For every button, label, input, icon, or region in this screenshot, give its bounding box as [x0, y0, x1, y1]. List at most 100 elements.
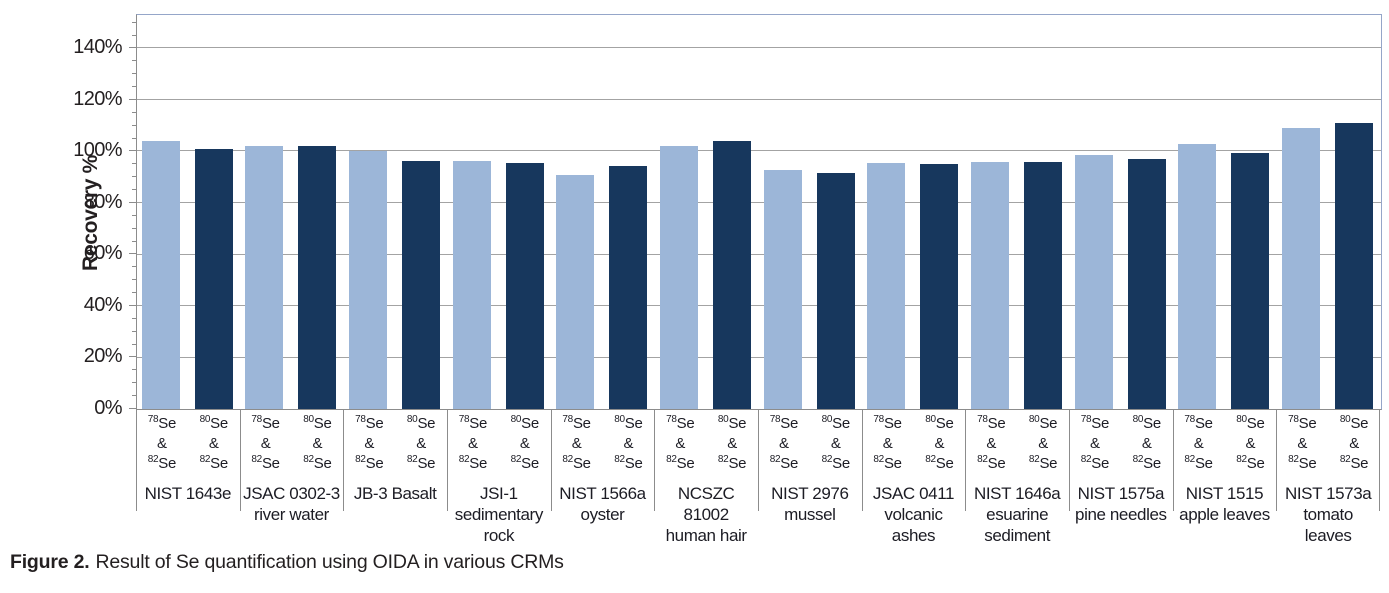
category-group: 78Se & 82Se 80Se & 82Se NIST 1643e	[136, 409, 240, 569]
bar-80se-82se	[505, 163, 544, 409]
y-minor-tick	[132, 266, 136, 268]
category-name-line: NIST 1643e	[144, 484, 232, 503]
category-name: NIST 1643e	[128, 483, 248, 504]
isotope-superscript: 82	[1028, 454, 1040, 465]
isotope-superscript: 78	[355, 414, 366, 425]
isotope-superscript: 80	[821, 414, 833, 425]
category-divider	[1379, 409, 1380, 511]
isotope-label-80se-82se: 80Se & 82Se	[810, 414, 862, 474]
isotope-line-bottom: 82Se	[251, 454, 280, 473]
plot-area	[136, 14, 1382, 410]
isotope-label-78se-82se: 78Se & 82Se	[654, 414, 706, 474]
bar-78se-82se	[867, 163, 906, 409]
category-divider	[861, 409, 863, 511]
isotope-label-80se-82se: 80Se & 82Se	[1224, 414, 1276, 474]
isotope-line-bottom: 82Se	[1080, 454, 1110, 473]
isotope-line-bottom: 82Se	[925, 454, 954, 473]
y-minor-tick	[132, 279, 136, 281]
isotope-superscript: 78	[1080, 414, 1092, 425]
category-group: 78Se & 82Se 80Se & 82Se NIST 1646a esuarine sedi…	[965, 409, 1069, 569]
bar-78se-82se	[1074, 155, 1113, 409]
gridline-80%	[137, 202, 1381, 203]
isotope-superscript: 78	[873, 414, 884, 425]
isotope-superscript: 82	[510, 454, 522, 465]
isotope-label-80se-82se: 80Se & 82Se	[1017, 414, 1069, 474]
bar-78se-82se	[1281, 128, 1320, 409]
isotope-line-bottom: 82Se	[666, 454, 695, 473]
isotope-joiner: &	[468, 435, 478, 452]
y-minor-tick	[132, 292, 136, 294]
gridline-100%	[137, 150, 1381, 152]
bar-80se-82se	[298, 146, 337, 409]
bar-78se-82se	[245, 146, 284, 409]
isotope-superscript: 82	[821, 454, 833, 465]
bar-80se-82se	[609, 165, 648, 409]
isotope-line-bottom: 82Se	[303, 454, 332, 473]
y-major-tick	[129, 356, 136, 358]
y-tick-label: 140%	[73, 36, 122, 59]
isotope-line-top: 78Se	[458, 414, 488, 433]
category-name-line: JB-3 Basalt	[353, 484, 437, 503]
isotope-superscript: 82	[251, 454, 262, 465]
category-divider	[1069, 409, 1070, 511]
isotope-line-top: 78Se	[977, 414, 1006, 433]
category-name: NIST 1573a tomato leaves	[1268, 483, 1388, 546]
isotope-joiner: &	[1141, 435, 1152, 452]
isotope-label-78se-82se: 78Se & 82Se	[862, 414, 914, 474]
category-divider	[447, 409, 448, 511]
isotope-superscript: 82	[1184, 454, 1195, 465]
category-group: 78Se & 82Se 80Se & 82Se JSAC 0411 volcanic ashes	[862, 409, 966, 569]
isotope-label-80se-82se: 80Se & 82Se	[602, 414, 654, 474]
isotope-superscript: 78	[1184, 414, 1195, 425]
category-name-line: sediment	[984, 526, 1051, 545]
bar-78se-82se	[763, 169, 802, 409]
isotope-line-bottom: 82Se	[614, 454, 643, 473]
isotope-superscript: 80	[1132, 414, 1144, 425]
isotope-joiner: &	[1090, 435, 1100, 452]
y-major-tick	[129, 47, 136, 49]
isotope-superscript: 82	[355, 454, 366, 465]
isotope-line-bottom: 82Se	[1236, 454, 1265, 473]
isotope-joiner: &	[1038, 435, 1048, 452]
bar-78se-82se	[141, 141, 180, 409]
isotope-superscript: 82	[458, 454, 470, 465]
isotope-label-80se-82se: 80Se & 82Se	[291, 414, 343, 474]
isotope-line-bottom: 82Se	[977, 454, 1006, 473]
isotope-joiner: &	[312, 435, 323, 452]
isotope-line-bottom: 82Se	[406, 454, 436, 473]
y-minor-tick	[132, 21, 136, 23]
isotope-label-78se-82se: 78Se & 82Se	[965, 414, 1017, 474]
bar-80se-82se	[1023, 161, 1062, 409]
isotope-line-bottom: 82Se	[355, 454, 384, 473]
category-name-line: rock	[483, 526, 515, 545]
isotope-line-top: 78Se	[562, 414, 591, 433]
category-name: NIST 1646a esuarine sediment	[957, 483, 1077, 546]
isotope-line-bottom: 82Se	[769, 454, 799, 473]
isotope-line-bottom: 82Se	[873, 454, 902, 473]
category-name-line: NIST 1573a	[1284, 484, 1372, 503]
category-name-line: apple leaves	[1179, 505, 1270, 524]
y-major-tick	[129, 201, 136, 203]
isotope-joiner: &	[1245, 435, 1256, 452]
category-name-line: river water	[254, 505, 329, 524]
category-name-line: pine needles	[1075, 505, 1167, 524]
category-group: 78Se & 82Se 80Se & 82Se NCSZC 81002 human hair	[654, 409, 758, 569]
y-minor-tick	[132, 214, 136, 216]
isotope-label-80se-82se: 80Se & 82Se	[913, 414, 965, 474]
y-tick-label: 0%	[94, 397, 122, 419]
isotope-joiner: &	[830, 435, 841, 452]
category-name-line: JSAC 0302-3	[243, 484, 340, 503]
isotope-superscript: 78	[562, 414, 573, 425]
isotope-line-bottom: 82Se	[562, 454, 591, 473]
isotope-superscript: 82	[406, 454, 418, 465]
isotope-joiner: &	[571, 435, 582, 452]
isotope-line-bottom: 82Se	[1339, 454, 1369, 473]
category-name: NIST 1566a oyster	[543, 483, 663, 525]
category-group: 78Se & 82Se 80Se & 82Se NIST 1566a oyster	[551, 409, 655, 569]
isotope-joiner: &	[157, 435, 167, 452]
y-tick-label: 20%	[83, 345, 123, 368]
bar-80se-82se	[920, 164, 959, 409]
isotope-superscript: 80	[199, 414, 211, 425]
isotope-line-bottom: 82Se	[1288, 454, 1317, 473]
